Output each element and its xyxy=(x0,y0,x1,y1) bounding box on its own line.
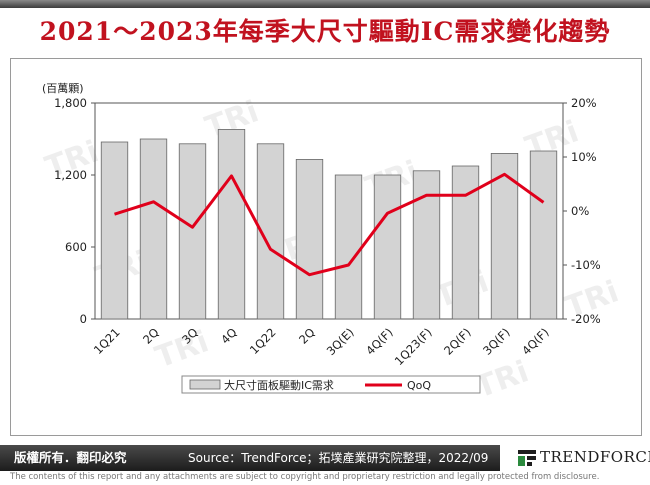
y-right-tick-label: 20% xyxy=(571,96,597,110)
x-tick-label: 3Q(E) xyxy=(324,325,357,358)
bar xyxy=(412,170,441,320)
chart-title: 2021～2023年每季大尺寸驅動IC需求變化趨勢 xyxy=(39,17,611,46)
y-left-tick-label: 0 xyxy=(80,312,87,326)
trendforce-logo-icon xyxy=(518,450,536,466)
top-bar xyxy=(0,0,650,8)
bar xyxy=(529,150,558,320)
copyright-text: 版權所有．翻印必究 xyxy=(14,450,127,465)
y-left-tick-label: 600 xyxy=(65,240,87,254)
legend-box xyxy=(181,375,481,394)
bar xyxy=(178,143,207,320)
x-tick-label: 4Q(F) xyxy=(363,325,396,358)
y-right-tick-label: -20% xyxy=(571,312,601,326)
bar xyxy=(295,159,324,320)
x-tick-label: 4Q xyxy=(218,325,239,346)
watermark-mark: TRi xyxy=(151,324,214,375)
chart-svg: TRiTRiTRiTRiTRiTRiTRiTRiTRiTRi (百萬顆)0600… xyxy=(41,82,624,406)
x-tick-label: 1Q23(F) xyxy=(392,325,435,368)
y-unit-label: (百萬顆) xyxy=(42,82,84,95)
trendforce-logo: TRENDFORCE xyxy=(500,445,650,471)
bar xyxy=(334,174,363,320)
x-tick-label: 3Q(F) xyxy=(480,325,513,358)
trendforce-logo-text: TRENDFORCE xyxy=(540,448,650,466)
source-text: Source：TrendForce；拓墣產業研究院整理，2022/09 xyxy=(188,451,489,465)
legend-line-label: QoQ xyxy=(407,379,431,392)
disclaimer-text: The contents of this report and any atta… xyxy=(10,472,600,482)
bar xyxy=(100,141,129,320)
y-right-tick-label: -10% xyxy=(571,258,601,272)
x-tick-label: 4Q(F) xyxy=(519,325,552,358)
x-tick-label: 1Q21 xyxy=(91,325,123,357)
y-left-tick-label: 1,800 xyxy=(54,96,87,110)
x-tick-label: 1Q22 xyxy=(247,325,279,357)
legend: 大尺寸面板驅動IC需求 QoQ xyxy=(181,375,481,394)
y-left-tick-label: 1,200 xyxy=(54,168,87,182)
bar xyxy=(139,138,168,320)
y-right-tick-label: 0% xyxy=(571,204,589,218)
qoq-line xyxy=(114,172,545,277)
x-tick-label: 2Q xyxy=(296,325,317,346)
legend-bar-swatch xyxy=(189,379,221,390)
legend-bar-label: 大尺寸面板驅動IC需求 xyxy=(224,378,334,392)
x-tick-label: 2Q(F) xyxy=(441,325,474,358)
bar xyxy=(373,174,402,320)
y-right-tick-label: 10% xyxy=(571,150,597,164)
bar xyxy=(217,129,246,320)
plot-area: (百萬顆) 0 600 1,200 1,800 -20% -10% 0% 10% 20% 1Q21 2… xyxy=(42,82,601,368)
